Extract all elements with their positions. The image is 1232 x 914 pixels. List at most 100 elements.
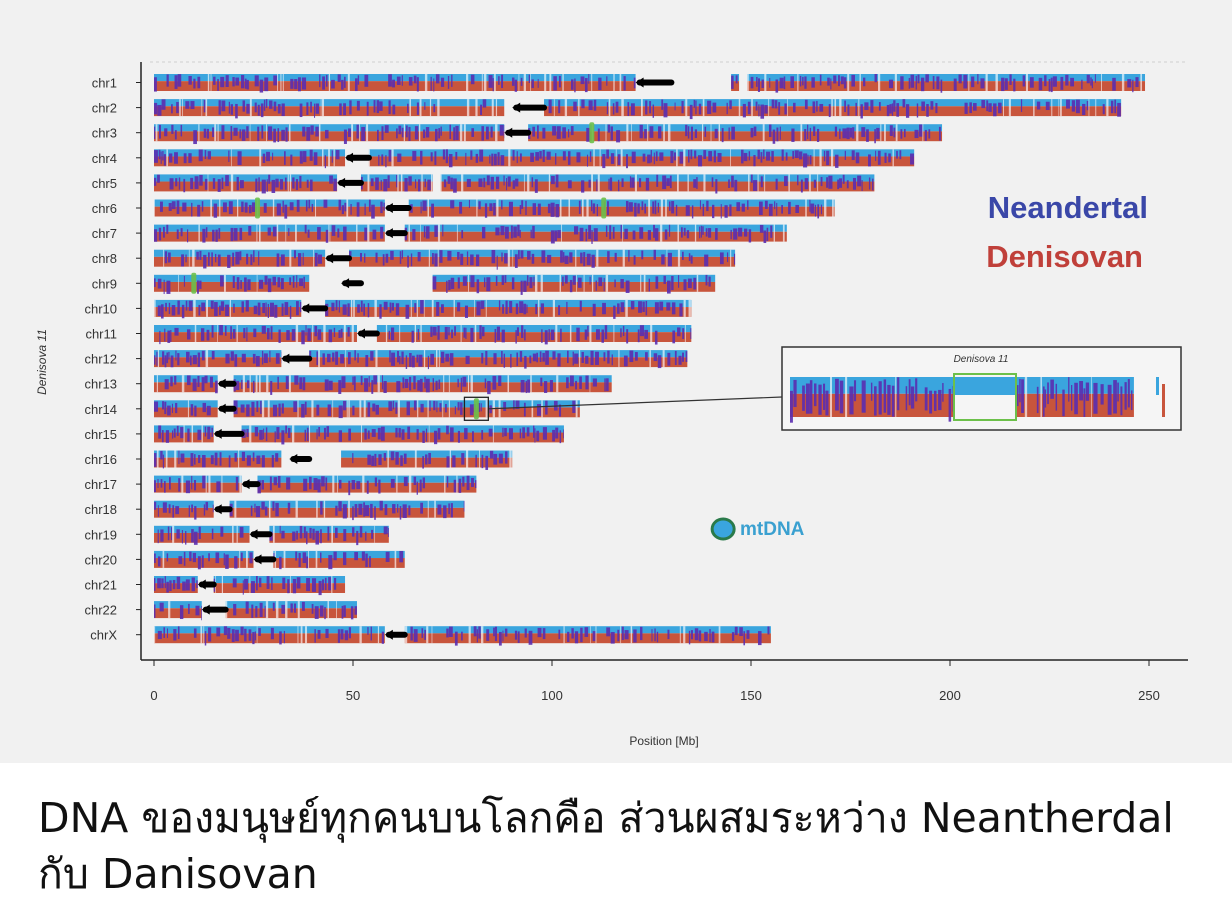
neandertal-tick [276, 253, 280, 267]
neandertal-tick [620, 328, 622, 338]
gap-tick [817, 174, 819, 192]
neandertal-tick [593, 99, 597, 111]
sequenced-band [257, 475, 477, 483]
gap-tick [249, 99, 252, 117]
neandertal-tick [191, 504, 193, 513]
neandertal-tick [513, 400, 515, 410]
neandertal-tick [630, 301, 635, 310]
neandertal-tick [381, 154, 384, 165]
neandertal-tick [724, 205, 728, 218]
gap-tick [530, 375, 532, 393]
neandertal-tick [217, 79, 219, 91]
neandertal-tick [639, 227, 644, 239]
neandertal-tick [741, 203, 745, 212]
neandertal-tick [206, 405, 211, 416]
neandertal-tick [581, 351, 584, 363]
neandertal-tick [457, 251, 460, 260]
gap-tick [660, 224, 663, 242]
neandertal-tick [617, 154, 621, 165]
neandertal-tick [763, 230, 767, 244]
neandertal-tick [250, 505, 253, 517]
neandertal-tick [988, 103, 992, 112]
gap-tick [361, 425, 363, 443]
neandertal-tick [173, 629, 177, 641]
centromere-arrow [301, 303, 310, 314]
neandertal-tick [396, 174, 398, 188]
neandertal-tick [416, 429, 419, 440]
neandertal-tick [482, 326, 485, 337]
neandertal-tick [514, 630, 518, 640]
neandertal-tick [168, 351, 170, 360]
neandertal-tick [686, 230, 690, 239]
neandertal-tick [284, 177, 287, 190]
neandertal-tick [688, 149, 690, 163]
neandertal-tick [805, 383, 810, 414]
gap-tick [223, 274, 226, 292]
neandertal-tick [232, 276, 235, 289]
neandertal-tick [299, 151, 303, 164]
neandertal-tick [1127, 79, 1132, 88]
neandertal-tick [192, 552, 197, 563]
gap-tick [350, 299, 353, 317]
neandertal-tick [306, 102, 309, 115]
neandertal-tick [212, 127, 215, 138]
neandertal-tick [757, 149, 760, 160]
neandertal-tick [1066, 99, 1070, 109]
neandertal-tick [798, 151, 803, 160]
neandertal-tick [301, 77, 307, 90]
gap-tick [239, 550, 241, 568]
gap-tick [508, 149, 511, 167]
neandertal-tick [298, 552, 301, 568]
neandertal-tick [284, 204, 288, 219]
neandertal-tick [255, 178, 258, 193]
chromosome-label: chr7 [92, 226, 117, 241]
neandertal-tick [270, 380, 273, 395]
neandertal-tick [499, 124, 504, 136]
gap-tick [410, 299, 412, 317]
gap-tick [323, 325, 326, 342]
neandertal-tick [165, 302, 167, 312]
gap-tick [256, 224, 258, 242]
neandertal-tick [1036, 386, 1039, 414]
neandertal-tick [427, 179, 431, 191]
neandertal-tick [433, 78, 435, 92]
gap-tick [747, 74, 749, 91]
neandertal-tick [424, 178, 426, 188]
neandertal-tick [360, 300, 363, 312]
neandertal-tick [491, 249, 496, 264]
neandertal-tick [233, 303, 235, 313]
neandertal-tick [542, 149, 545, 162]
neandertal-tick [685, 351, 688, 362]
neandertal-tick [609, 225, 612, 240]
gap-tick [181, 375, 185, 393]
gap-tick [968, 74, 970, 91]
gap-tick [363, 400, 366, 418]
denisovan-band [154, 106, 505, 117]
neandertal-tick [791, 128, 795, 142]
gap-tick [311, 400, 314, 418]
neandertal-tick [809, 380, 813, 414]
neandertal-tick [1135, 77, 1139, 88]
neandertal-tick [293, 250, 296, 259]
neandertal-tick [338, 300, 340, 313]
gap-tick [1051, 99, 1053, 117]
neandertal-tick [654, 228, 659, 241]
neandertal-tick [757, 631, 762, 646]
neandertal-tick [211, 351, 215, 360]
neandertal-tick [857, 175, 862, 187]
neandertal-tick [598, 277, 603, 287]
gap-tick [527, 174, 530, 192]
gap-tick [605, 124, 607, 142]
neandertal-tick [564, 255, 569, 265]
gap-tick [272, 525, 275, 543]
gap-tick [456, 475, 458, 493]
neandertal-tick [408, 77, 413, 86]
neandertal-tick [319, 74, 321, 88]
neandertal-tick [690, 328, 692, 339]
sequenced-band [154, 124, 505, 132]
neandertal-tick [278, 329, 281, 343]
neandertal-tick [420, 201, 422, 214]
neandertal-tick [333, 327, 336, 337]
neandertal-tick [179, 605, 184, 620]
neandertal-tick [581, 180, 585, 193]
